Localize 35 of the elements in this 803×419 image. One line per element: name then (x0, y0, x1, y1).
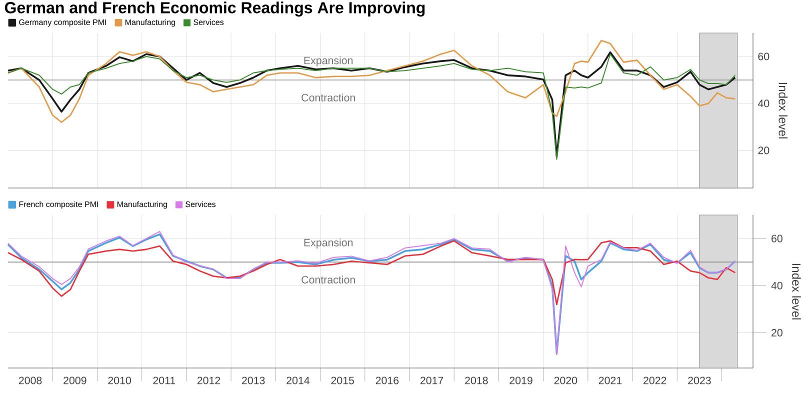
legend-label: Services (194, 19, 224, 26)
x-tick-label: 2016 (376, 376, 399, 384)
x-tick-label: 2011 (153, 376, 176, 384)
legend-label: Manufacturing (125, 19, 175, 27)
annotation: Contraction (302, 94, 355, 102)
y-axis-title: Index level (778, 82, 788, 138)
annotation: Expansion (304, 238, 353, 248)
legend-label: Germany composite PMI (19, 19, 106, 27)
x-tick-label: 2019 (510, 376, 532, 384)
y-axis-title: Index level (792, 264, 801, 320)
legend-label: Manufacturing (117, 201, 167, 209)
x-tick-label: 2015 (331, 376, 354, 384)
y-tick-label: 60 (772, 234, 782, 242)
chart-title: German and French Economic Readings Are Improving (4, 2, 425, 17)
legend-label: Services (186, 201, 216, 208)
annotation: Expansion (304, 56, 353, 66)
x-tick-label: 2012 (197, 376, 220, 384)
annotation: Contraction (302, 276, 355, 284)
y-tick-label: 40 (771, 282, 782, 290)
x-tick-label: 2014 (286, 376, 310, 384)
x-tick-label: 2023 (688, 376, 711, 384)
x-tick-label: 2008 (18, 376, 42, 384)
legend-label: French composite PMI (19, 201, 98, 209)
y-tick-label: 20 (758, 146, 770, 154)
x-tick-label: 2018 (465, 376, 488, 384)
x-tick-label: 2020 (554, 376, 578, 384)
x-tick-label: 2009 (64, 376, 86, 384)
x-tick-label: 2021 (598, 376, 622, 384)
y-tick-label: 20 (772, 328, 782, 336)
x-tick-label: 2013 (242, 376, 265, 384)
x-tick-label: 2010 (108, 376, 131, 384)
x-tick-label: 2017 (420, 376, 444, 384)
x-tick-label: 2022 (644, 376, 666, 384)
y-tick-label: 60 (758, 52, 770, 60)
y-tick-label: 40 (758, 100, 770, 108)
